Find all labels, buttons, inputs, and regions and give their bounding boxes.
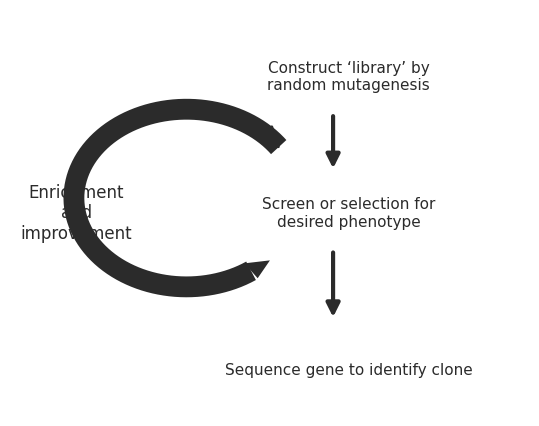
Text: Sequence gene to identify clone: Sequence gene to identify clone [225, 362, 473, 377]
Text: Screen or selection for
desired phenotype: Screen or selection for desired phenotyp… [262, 197, 436, 229]
Text: Enrichment
and
improvement: Enrichment and improvement [20, 183, 133, 243]
Text: Construct ‘library’ by
random mutagenesis: Construct ‘library’ by random mutagenesi… [267, 61, 430, 93]
Polygon shape [245, 261, 270, 279]
